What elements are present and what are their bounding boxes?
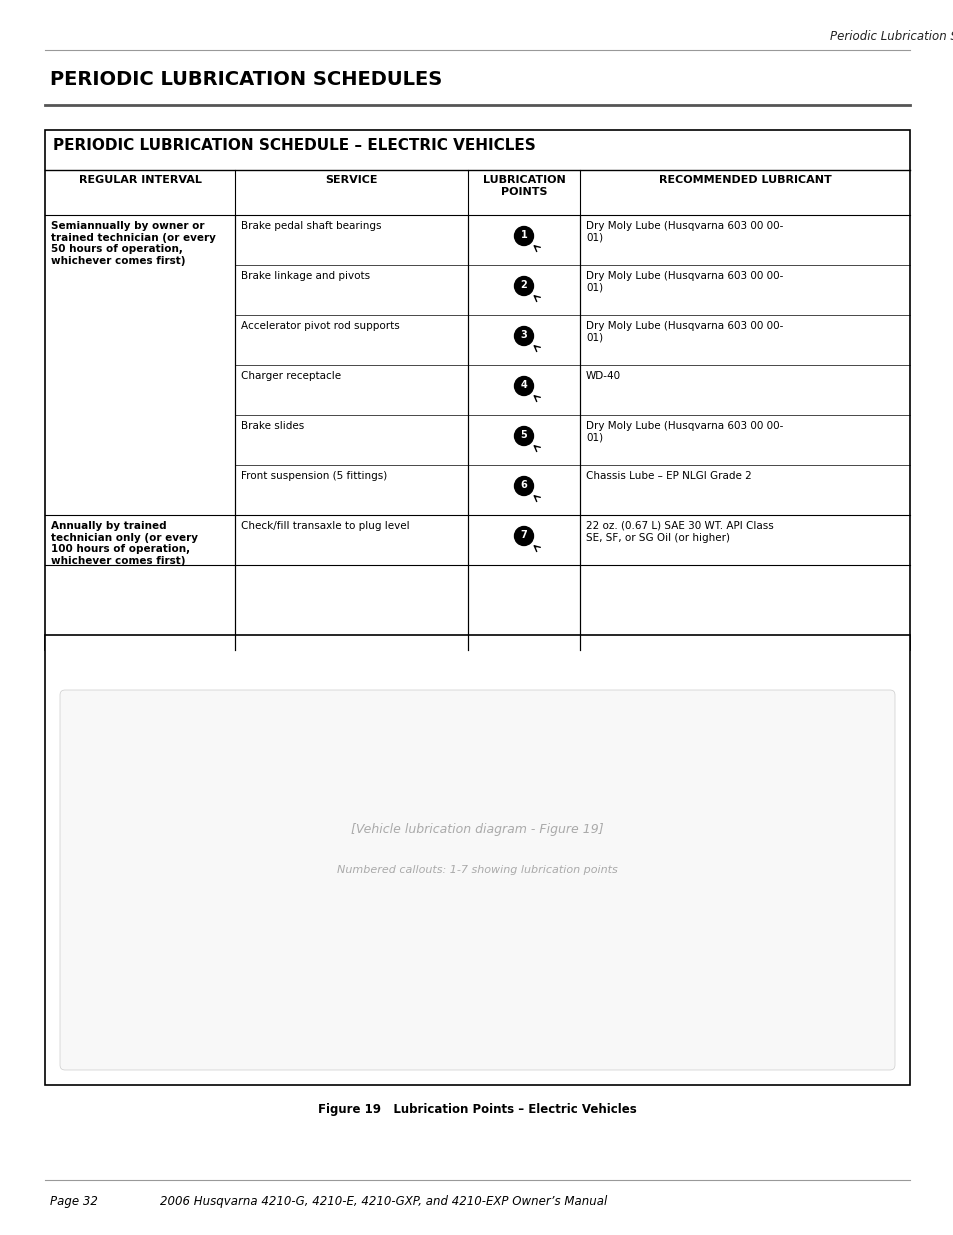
Text: 2: 2 bbox=[520, 280, 527, 290]
Text: 2006 Husqvarna 4210-G, 4210-E, 4210-GXP, and 4210-EXP Owner’s Manual: 2006 Husqvarna 4210-G, 4210-E, 4210-GXP,… bbox=[160, 1195, 607, 1208]
Circle shape bbox=[514, 426, 533, 446]
Text: Periodic Lubrication Schedules: Periodic Lubrication Schedules bbox=[829, 30, 953, 43]
Text: PERIODIC LUBRICATION SCHEDULE – ELECTRIC VEHICLES: PERIODIC LUBRICATION SCHEDULE – ELECTRIC… bbox=[53, 138, 536, 153]
Text: 7: 7 bbox=[520, 530, 527, 540]
Text: Dry Moly Lube (Husqvarna 603 00 00-
01): Dry Moly Lube (Husqvarna 603 00 00- 01) bbox=[585, 221, 782, 242]
Text: Annually by trained
technician only (or every
100 hours of operation,
whichever : Annually by trained technician only (or … bbox=[51, 521, 198, 566]
Text: Dry Moly Lube (Husqvarna 603 00 00-
01): Dry Moly Lube (Husqvarna 603 00 00- 01) bbox=[585, 321, 782, 342]
Text: Check/fill transaxle to plug level: Check/fill transaxle to plug level bbox=[241, 521, 409, 531]
FancyBboxPatch shape bbox=[60, 690, 894, 1070]
Text: Brake slides: Brake slides bbox=[241, 421, 304, 431]
Text: Charger receptacle: Charger receptacle bbox=[241, 370, 341, 382]
Text: Numbered callouts: 1-7 showing lubrication points: Numbered callouts: 1-7 showing lubricati… bbox=[336, 864, 618, 876]
Text: 4: 4 bbox=[520, 380, 527, 390]
Circle shape bbox=[514, 226, 533, 246]
Circle shape bbox=[514, 526, 533, 546]
Text: Figure 19   Lubrication Points – Electric Vehicles: Figure 19 Lubrication Points – Electric … bbox=[317, 1103, 637, 1116]
Text: Dry Moly Lube (Husqvarna 603 00 00-
01): Dry Moly Lube (Husqvarna 603 00 00- 01) bbox=[585, 270, 782, 293]
Text: Accelerator pivot rod supports: Accelerator pivot rod supports bbox=[241, 321, 399, 331]
Text: 6: 6 bbox=[520, 480, 527, 490]
Text: 5: 5 bbox=[520, 430, 527, 440]
Text: LUBRICATION
POINTS: LUBRICATION POINTS bbox=[482, 175, 565, 196]
Text: SERVICE: SERVICE bbox=[325, 175, 377, 185]
Bar bbox=[45, 130, 909, 650]
Circle shape bbox=[514, 377, 533, 395]
Text: Front suspension (5 fittings): Front suspension (5 fittings) bbox=[241, 471, 387, 480]
Text: PERIODIC LUBRICATION SCHEDULES: PERIODIC LUBRICATION SCHEDULES bbox=[50, 70, 442, 89]
Circle shape bbox=[514, 277, 533, 295]
Circle shape bbox=[514, 477, 533, 495]
Text: Chassis Lube – EP NLGI Grade 2: Chassis Lube – EP NLGI Grade 2 bbox=[585, 471, 751, 480]
Circle shape bbox=[514, 326, 533, 346]
Text: RECOMMENDED LUBRICANT: RECOMMENDED LUBRICANT bbox=[658, 175, 830, 185]
Text: Brake pedal shaft bearings: Brake pedal shaft bearings bbox=[241, 221, 381, 231]
Text: Dry Moly Lube (Husqvarna 603 00 00-
01): Dry Moly Lube (Husqvarna 603 00 00- 01) bbox=[585, 421, 782, 442]
Text: 22 oz. (0.67 L) SAE 30 WT. API Class
SE, SF, or SG Oil (or higher): 22 oz. (0.67 L) SAE 30 WT. API Class SE,… bbox=[585, 521, 773, 542]
Text: [Vehicle lubrication diagram - Figure 19]: [Vehicle lubrication diagram - Figure 19… bbox=[351, 824, 603, 836]
Text: REGULAR INTERVAL: REGULAR INTERVAL bbox=[78, 175, 201, 185]
Text: 1: 1 bbox=[520, 230, 527, 240]
Bar bbox=[45, 635, 909, 1086]
Text: Brake linkage and pivots: Brake linkage and pivots bbox=[241, 270, 370, 282]
Text: Page 32: Page 32 bbox=[50, 1195, 98, 1208]
Text: Semiannually by owner or
trained technician (or every
50 hours of operation,
whi: Semiannually by owner or trained technic… bbox=[51, 221, 215, 266]
Text: WD-40: WD-40 bbox=[585, 370, 620, 382]
Text: 3: 3 bbox=[520, 330, 527, 340]
